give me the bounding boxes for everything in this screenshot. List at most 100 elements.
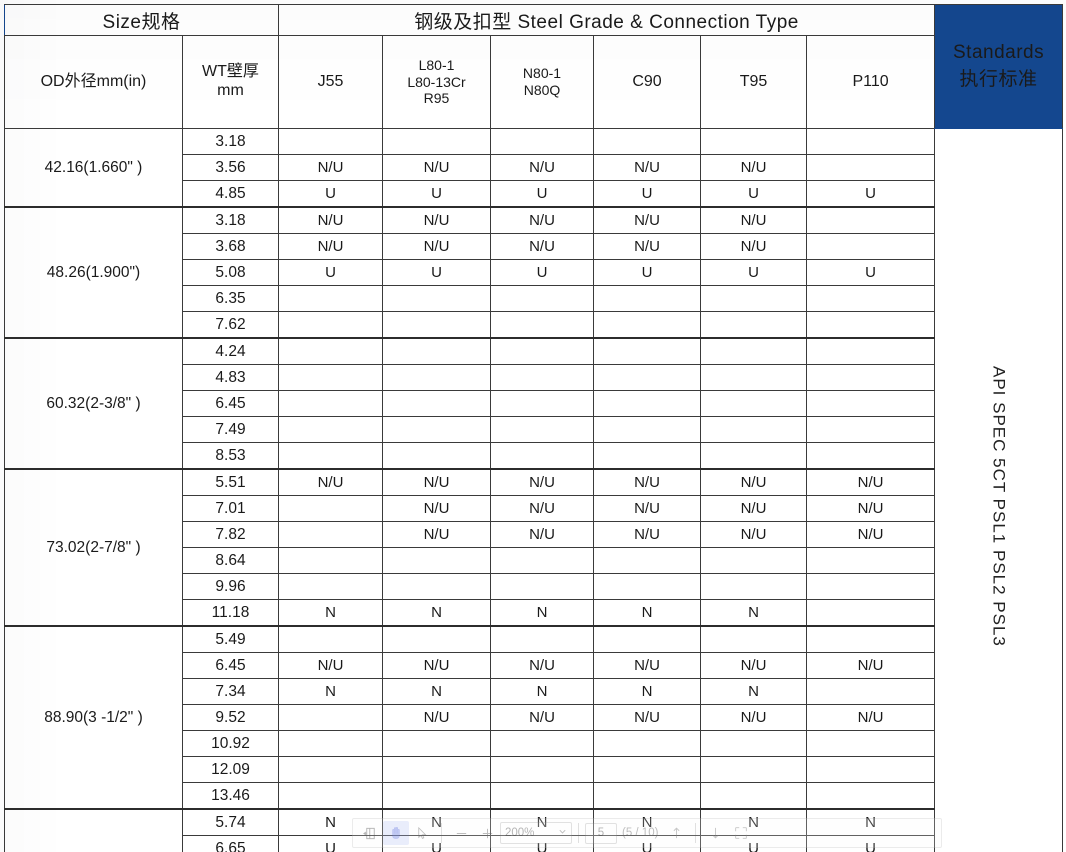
zoom-level-select[interactable]: 200%	[500, 822, 572, 844]
header-col-n80-line1: N80-1	[522, 65, 562, 82]
cell-grade-p110	[805, 154, 936, 181]
cell-grade-n80	[490, 442, 594, 470]
fit-page-icon[interactable]	[728, 821, 754, 845]
cell-grade-l80	[382, 311, 491, 339]
table-row: 7.01 N/U N/U N/U N/U N/U	[5, 495, 1063, 522]
cell-grade-c90: N/U	[593, 206, 701, 234]
header-standards: Standards 执行标准	[934, 4, 1064, 129]
header-standards-line1: Standards	[953, 42, 1045, 63]
cell-grade-p110: N	[805, 808, 936, 836]
cell-grade-p110	[805, 547, 936, 574]
select-cursor-icon[interactable]	[409, 821, 435, 845]
cell-od-size: 73.02(2-7/8" )	[4, 468, 183, 627]
cell-grade-t95: N	[700, 678, 807, 705]
cell-grade-p110	[805, 206, 936, 234]
cell-grade-t95: U	[700, 259, 807, 286]
cell-grade-n80: N	[490, 678, 594, 705]
cell-grade-c90	[593, 390, 701, 417]
cell-od-size: 88.90(3 -1/2" )	[4, 625, 183, 810]
cell-wall-thickness: 7.34	[182, 678, 279, 705]
cell-grade-j55	[278, 416, 383, 443]
table-row: 7.49	[5, 416, 1063, 443]
page-number-input[interactable]: 5	[585, 822, 617, 844]
cell-grade-j55	[278, 730, 383, 757]
arrow-up-icon[interactable]	[663, 821, 689, 845]
header-col-wt-line1: WT壁厚	[202, 63, 259, 81]
table-header: Size规格 钢级及扣型 Steel Grade & Connection Ty…	[4, 4, 1064, 129]
cell-grade-t95	[700, 442, 807, 470]
cell-grade-j55	[278, 442, 383, 470]
cell-wall-thickness: 3.68	[182, 233, 279, 260]
cell-grade-p110: N/U	[805, 521, 936, 548]
table-row: 3.56 N/U N/U N/U N/U N/U	[5, 154, 1063, 181]
cell-grade-c90: N	[593, 808, 701, 836]
sidebar-toggle-icon[interactable]	[357, 821, 383, 845]
arrow-down-icon[interactable]	[702, 821, 728, 845]
cell-wall-thickness: 8.53	[182, 442, 279, 470]
cell-grade-c90: N/U	[593, 495, 701, 522]
cell-wall-thickness: 5.08	[182, 259, 279, 286]
cell-grade-t95: N/U	[700, 495, 807, 522]
cell-grade-l80	[382, 625, 491, 653]
cell-grade-t95	[700, 311, 807, 339]
cell-grade-n80: N/U	[490, 521, 594, 548]
table-row: 5.74 N N N N N N	[4, 808, 1063, 852]
cell-grade-j55	[278, 573, 383, 600]
cell-grade-n80	[490, 364, 594, 391]
cell-grade-c90: N/U	[593, 521, 701, 548]
cell-grade-n80: U	[490, 835, 594, 852]
cell-grade-p110	[805, 128, 936, 155]
cell-grade-p110: U	[805, 835, 936, 852]
cell-wall-thickness: 3.18	[182, 206, 279, 234]
cell-grade-p110	[805, 599, 936, 627]
cell-grade-c90	[593, 337, 701, 365]
table-row: 88.90(3 -1/2" ) 5.49	[4, 625, 1063, 810]
cell-wall-thickness: 9.52	[182, 704, 279, 731]
cell-grade-n80: N/U	[490, 495, 594, 522]
cell-grade-j55	[278, 285, 383, 312]
hand-tool-icon[interactable]	[383, 821, 409, 845]
chevron-down-icon	[558, 827, 567, 839]
cell-grade-c90: N/U	[593, 154, 701, 181]
cell-grade-j55	[278, 782, 383, 810]
table-row: 13.46	[5, 782, 1063, 810]
cell-grade-l80	[382, 547, 491, 574]
toolbar-divider-3	[695, 823, 697, 843]
cell-grade-j55	[278, 547, 383, 574]
header-col-l80-line2: L80-13Cr	[407, 73, 466, 90]
cell-grade-l80	[382, 364, 491, 391]
table-row: 7.34 N N N N N	[5, 678, 1063, 705]
cell-od-size: 42.16(1.660" )	[4, 128, 183, 208]
cell-grade-p110	[805, 678, 936, 705]
cell-grade-l80	[382, 390, 491, 417]
cell-grade-n80	[490, 547, 594, 574]
cell-grade-t95: N/U	[700, 233, 807, 260]
cell-grade-j55: N/U	[278, 468, 383, 496]
table-row: 73.02(2-7/8" ) 5.51 N/U N/U N/U N/U N/U N/U	[4, 468, 1063, 627]
cell-grade-p110	[805, 756, 936, 783]
cell-grade-j55	[278, 128, 383, 155]
cell-grade-j55	[278, 495, 383, 522]
cell-grade-p110: N/U	[805, 704, 936, 731]
cell-grade-n80: N/U	[490, 206, 594, 234]
cell-grade-c90	[593, 782, 701, 810]
pdf-viewer-toolbar[interactable]: 200% 5 (5 / 10)	[352, 818, 942, 848]
cell-grade-j55: N	[278, 599, 383, 627]
cell-grade-l80: N/U	[382, 206, 491, 234]
cell-grade-t95	[700, 730, 807, 757]
cell-grade-c90: N/U	[593, 468, 701, 496]
zoom-in-icon[interactable]	[474, 821, 500, 845]
cell-grade-t95: N/U	[700, 652, 807, 679]
zoom-out-icon[interactable]	[448, 821, 474, 845]
cell-grade-j55	[278, 364, 383, 391]
cell-grade-l80: U	[382, 180, 491, 208]
cell-grade-t95	[700, 625, 807, 653]
cell-grade-p110	[805, 782, 936, 810]
cell-wall-thickness: 5.49	[182, 625, 279, 653]
cell-grade-n80	[490, 416, 594, 443]
cell-grade-t95: N/U	[700, 704, 807, 731]
table-row: 10.92	[5, 730, 1063, 757]
table-row: 9.96	[5, 573, 1063, 600]
cell-grade-l80	[382, 573, 491, 600]
cell-wall-thickness: 7.01	[182, 495, 279, 522]
